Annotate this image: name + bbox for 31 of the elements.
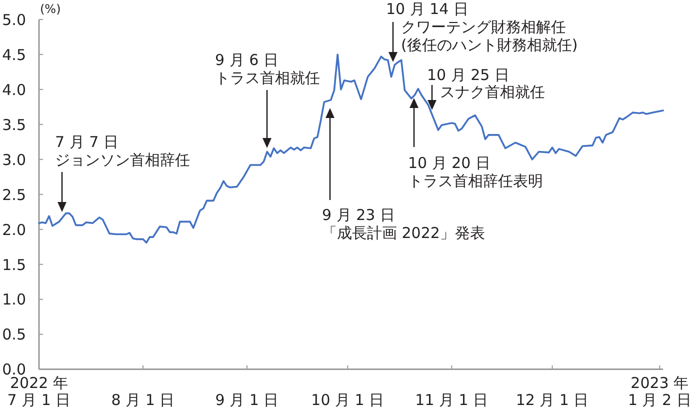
annotation: トラス首相就任 <box>215 69 320 87</box>
annotation: 10 月 14 日 <box>386 0 468 18</box>
annotation: 10 月 25 日 <box>427 66 510 84</box>
annotation: トラス首相辞任表明 <box>408 172 543 190</box>
y-tick-label: 1.5 <box>2 256 26 274</box>
x-tick-label: 11 月 1 日 <box>415 391 488 409</box>
annotation: クワーテング財務相解任 <box>401 18 566 36</box>
x-tick-label: 10 月 1 日 <box>311 391 384 409</box>
y-tick-label: 4.5 <box>2 46 26 64</box>
annotation: 7 月 7 日 <box>55 133 118 151</box>
x-tick-label: 8 月 1 日 <box>111 391 175 409</box>
y-tick-label: 5.0 <box>2 10 26 29</box>
annotation: スナク首相就任 <box>440 83 545 101</box>
y-tick-label: 1.0 <box>2 290 26 309</box>
annotation: 「成長計画 2022」発表 <box>322 224 485 242</box>
y-tick-label: 3.0 <box>2 150 26 169</box>
y-axis-title: (%) <box>40 2 61 16</box>
x-tick-label: 9 月 1 日 <box>215 391 279 409</box>
y-tick-label: 3.5 <box>2 116 26 134</box>
y-tick-label: 4.0 <box>2 80 26 99</box>
y-tick-label: 0.5 <box>2 326 26 344</box>
annotation: 10 月 20 日 <box>408 154 490 172</box>
x-tick-label: 2022 年 7 月 1 日 <box>7 374 71 409</box>
y-tick-label: 2.5 <box>2 186 26 204</box>
annotation: 9 月 6 日 <box>215 51 278 69</box>
annotation: (後任のハント財務相就任) <box>401 36 578 54</box>
annotation: 9 月 23 日 <box>322 206 395 224</box>
annotation: ジョンソン首相辞任 <box>55 151 190 169</box>
y-tick-label: 2.0 <box>2 220 26 239</box>
x-tick-label: 12 月 1 日 <box>516 391 589 409</box>
x-tick-label: 2023 年 1 月 2 日 <box>628 374 690 409</box>
